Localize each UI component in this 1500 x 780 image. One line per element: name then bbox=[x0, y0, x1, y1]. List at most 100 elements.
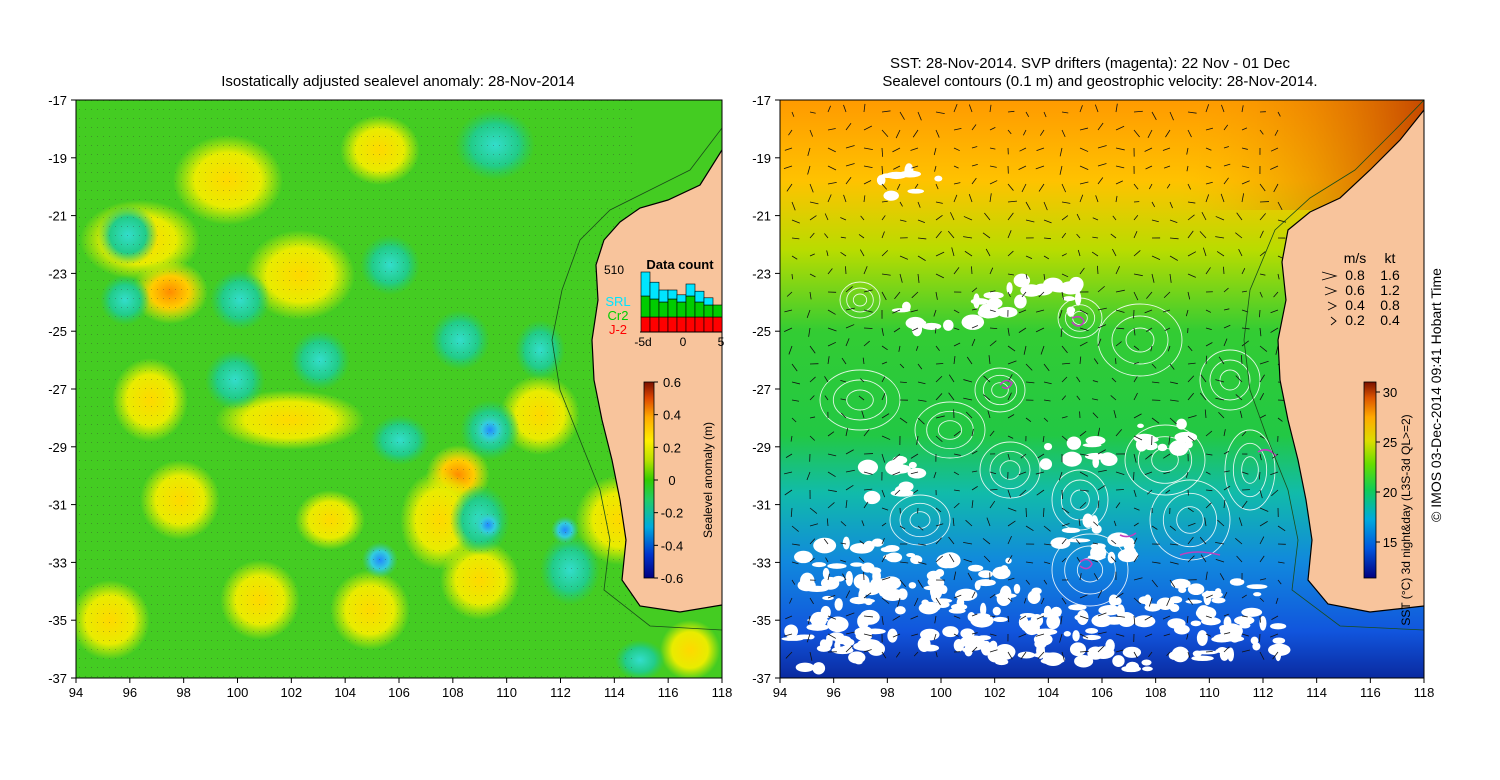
velocity-arrow bbox=[953, 309, 960, 314]
sealevel-contour bbox=[852, 293, 868, 307]
cloud-gap bbox=[983, 291, 1004, 299]
velocity-arrow bbox=[1199, 536, 1207, 545]
right-y-tick-label: -23 bbox=[752, 266, 771, 281]
velocity-arrow bbox=[1097, 163, 1107, 167]
velocity-arrow bbox=[845, 449, 854, 455]
velocity-arrow bbox=[1165, 129, 1171, 138]
sst-map[interactable] bbox=[780, 100, 1424, 678]
velocity-arrow bbox=[1187, 273, 1196, 278]
data-count-bar-j2 bbox=[667, 316, 678, 333]
velocity-arrow bbox=[1111, 377, 1117, 383]
velocity-arrow bbox=[785, 453, 793, 458]
velocity-arrow bbox=[1115, 103, 1118, 113]
velocity-arrow bbox=[1241, 147, 1248, 150]
velocity-arrow bbox=[935, 507, 942, 513]
velocity-arrow bbox=[1079, 327, 1089, 331]
velocity-arrow bbox=[1133, 555, 1139, 563]
velocity-arrow bbox=[934, 615, 937, 624]
velocity-arrow bbox=[1169, 111, 1174, 121]
velocity-arrow bbox=[881, 615, 884, 625]
cloud-gap bbox=[1125, 661, 1140, 672]
velocity-arrow bbox=[1186, 633, 1189, 640]
velocity-arrow bbox=[1145, 453, 1153, 460]
velocity-key-arrow bbox=[1327, 301, 1338, 311]
velocity-arrow bbox=[898, 345, 901, 352]
velocity-arrow bbox=[1007, 435, 1014, 439]
velocity-arrow bbox=[791, 255, 798, 260]
cloud-gap bbox=[974, 580, 981, 591]
velocity-arrow bbox=[948, 374, 955, 383]
velocity-arrow bbox=[910, 471, 919, 475]
velocity-arrow bbox=[1277, 561, 1285, 564]
velocity-arrow bbox=[1097, 449, 1106, 455]
velocity-arrow bbox=[971, 486, 978, 491]
velocity-arrow bbox=[1169, 399, 1179, 402]
velocity-arrow bbox=[1061, 507, 1070, 514]
velocity-arrow bbox=[1079, 267, 1085, 275]
drifter-track bbox=[1119, 532, 1137, 538]
velocity-arrow bbox=[1061, 129, 1066, 138]
velocity-arrow bbox=[971, 428, 974, 437]
velocity-arrow bbox=[1115, 502, 1121, 509]
velocity-arrow bbox=[963, 236, 973, 239]
velocity-arrow bbox=[1038, 291, 1045, 298]
velocity-arrow bbox=[935, 435, 943, 443]
left-x-tick-label: 118 bbox=[712, 685, 733, 700]
velocity-arrow bbox=[1079, 471, 1089, 477]
sla-map[interactable] bbox=[70, 100, 722, 680]
right-y-tick-label: -21 bbox=[752, 209, 771, 224]
velocity-arrow bbox=[1007, 200, 1017, 203]
velocity-arrow bbox=[1205, 571, 1208, 581]
velocity-arrow bbox=[1235, 537, 1243, 545]
velocity-arrow bbox=[917, 579, 924, 588]
cloud-gap bbox=[1036, 643, 1046, 659]
cloud-gap bbox=[819, 639, 828, 649]
velocity-arrow bbox=[881, 129, 889, 137]
cloud-gap bbox=[850, 562, 864, 567]
cloud-gap bbox=[1203, 590, 1212, 606]
velocity-arrow bbox=[1043, 237, 1051, 240]
velocity-arrow bbox=[1043, 201, 1048, 211]
velocity-arrow bbox=[1037, 651, 1045, 659]
velocity-arrow bbox=[989, 165, 997, 168]
cloud-gap bbox=[827, 563, 847, 569]
velocity-arrow bbox=[910, 147, 919, 151]
velocity-arrow bbox=[860, 215, 865, 221]
cloud-gap bbox=[1234, 615, 1255, 625]
geostrophic-velocity-arrows bbox=[783, 103, 1287, 661]
cloud-gap bbox=[1185, 599, 1203, 604]
cloud-gap bbox=[1252, 642, 1261, 651]
cloud-gap bbox=[812, 662, 826, 675]
velocity-arrow bbox=[1095, 195, 1099, 203]
velocity-arrow bbox=[1110, 395, 1117, 401]
velocity-arrow bbox=[845, 145, 855, 149]
cloud-gap bbox=[898, 481, 914, 492]
velocity-arrow bbox=[949, 554, 955, 563]
velocity-arrow bbox=[1079, 650, 1089, 653]
cloud-gap bbox=[1167, 618, 1186, 629]
velocity-key-header-kt: kt bbox=[1385, 250, 1396, 266]
velocity-arrow bbox=[1007, 212, 1014, 221]
velocity-arrow bbox=[1025, 363, 1033, 371]
velocity-arrow bbox=[1259, 453, 1262, 461]
velocity-key-kt: 0.4 bbox=[1380, 312, 1400, 328]
sealevel-contour bbox=[1232, 442, 1268, 498]
velocity-arrow bbox=[1133, 413, 1142, 419]
sst-colorbar-label: SST (°C) 3d night&day (L3S-3d QL>=2) bbox=[1399, 414, 1413, 625]
cloud-gap bbox=[845, 570, 853, 587]
cloud-gap bbox=[857, 459, 879, 475]
velocity-arrow bbox=[1115, 429, 1123, 437]
velocity-arrow bbox=[827, 268, 833, 275]
sst-colorbar-tick-label: 25 bbox=[1383, 435, 1397, 450]
velocity-arrow bbox=[1187, 230, 1194, 239]
data-count-bar-srl bbox=[676, 294, 687, 303]
velocity-arrow bbox=[917, 255, 926, 261]
velocity-arrow bbox=[893, 327, 901, 333]
velocity-arrow bbox=[791, 219, 800, 224]
velocity-arrow bbox=[1079, 594, 1088, 599]
velocity-arrow bbox=[1043, 525, 1051, 532]
left-y-tick-label: -37 bbox=[48, 671, 67, 686]
velocity-arrow bbox=[933, 147, 937, 156]
velocity-arrow bbox=[1219, 573, 1225, 581]
velocity-arrow bbox=[809, 651, 813, 661]
